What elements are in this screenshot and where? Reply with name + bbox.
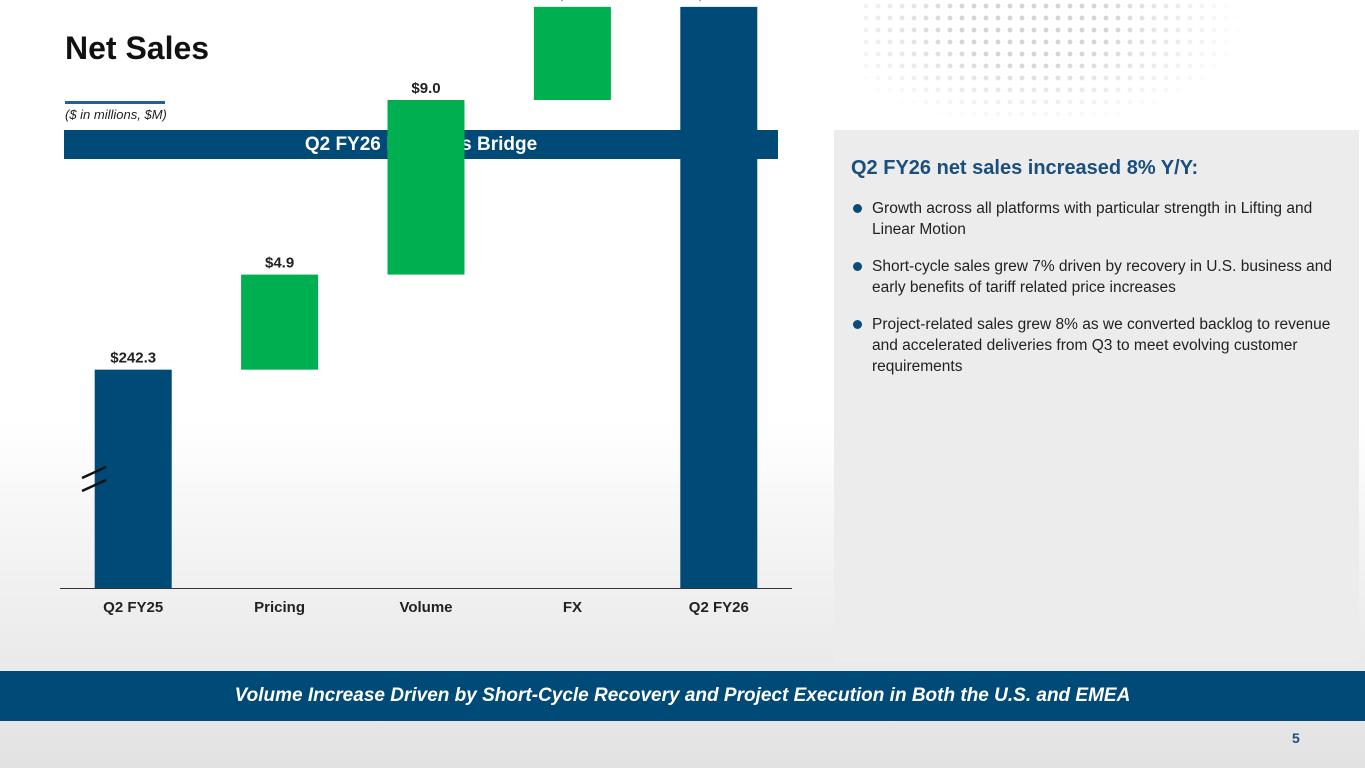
bullet-item: Short-cycle sales grew 7% driven by reco… bbox=[851, 256, 1346, 298]
bullet-list: Growth across all platforms with particu… bbox=[851, 198, 1346, 393]
page-title: Net Sales bbox=[65, 30, 210, 66]
bar-q2-fy25 bbox=[94, 369, 172, 588]
data-label: $4.9 bbox=[265, 255, 294, 272]
bullet-text: Growth across all platforms with particu… bbox=[872, 200, 1313, 238]
category-label: Pricing bbox=[254, 599, 305, 616]
data-label: $9.0 bbox=[411, 80, 440, 97]
axis-break-mark bbox=[81, 478, 107, 493]
category-label: Q2 FY25 bbox=[103, 599, 163, 616]
bullet-item: Growth across all platforms with particu… bbox=[851, 198, 1346, 240]
category-label: FX bbox=[563, 599, 582, 616]
bottom-banner: Volume Increase Driven by Short-Cycle Re… bbox=[0, 671, 1365, 721]
bullet-item: Project-related sales grew 8% as we conv… bbox=[851, 314, 1346, 377]
data-label: $261.0 bbox=[696, 0, 742, 4]
title-underline bbox=[65, 101, 165, 104]
bullet-dot-icon bbox=[853, 262, 862, 271]
data-label: $242.3 bbox=[110, 350, 156, 367]
units-note: ($ in millions, $M) bbox=[65, 107, 167, 122]
bullet-dot-icon bbox=[853, 320, 862, 329]
category-label: Volume bbox=[399, 599, 452, 616]
page-number: 5 bbox=[1292, 730, 1300, 746]
data-label: $4.8 bbox=[558, 0, 587, 4]
bar-q2-fy26 bbox=[680, 6, 758, 588]
bar-fx bbox=[533, 6, 611, 101]
bar-pricing bbox=[241, 274, 319, 370]
bar-volume bbox=[387, 100, 465, 275]
bullet-text: Project-related sales grew 8% as we conv… bbox=[872, 316, 1331, 375]
category-label: Q2 FY26 bbox=[689, 599, 749, 616]
commentary-panel: Q2 FY26 net sales increased 8% Y/Y: Grow… bbox=[834, 130, 1359, 662]
axis-break-mark bbox=[81, 465, 107, 480]
bullet-text: Short-cycle sales grew 7% driven by reco… bbox=[872, 258, 1333, 296]
panel-heading: Q2 FY26 net sales increased 8% Y/Y: bbox=[851, 157, 1199, 179]
bullet-dot-icon bbox=[853, 204, 862, 213]
dot-pattern-decoration bbox=[860, 0, 1240, 125]
